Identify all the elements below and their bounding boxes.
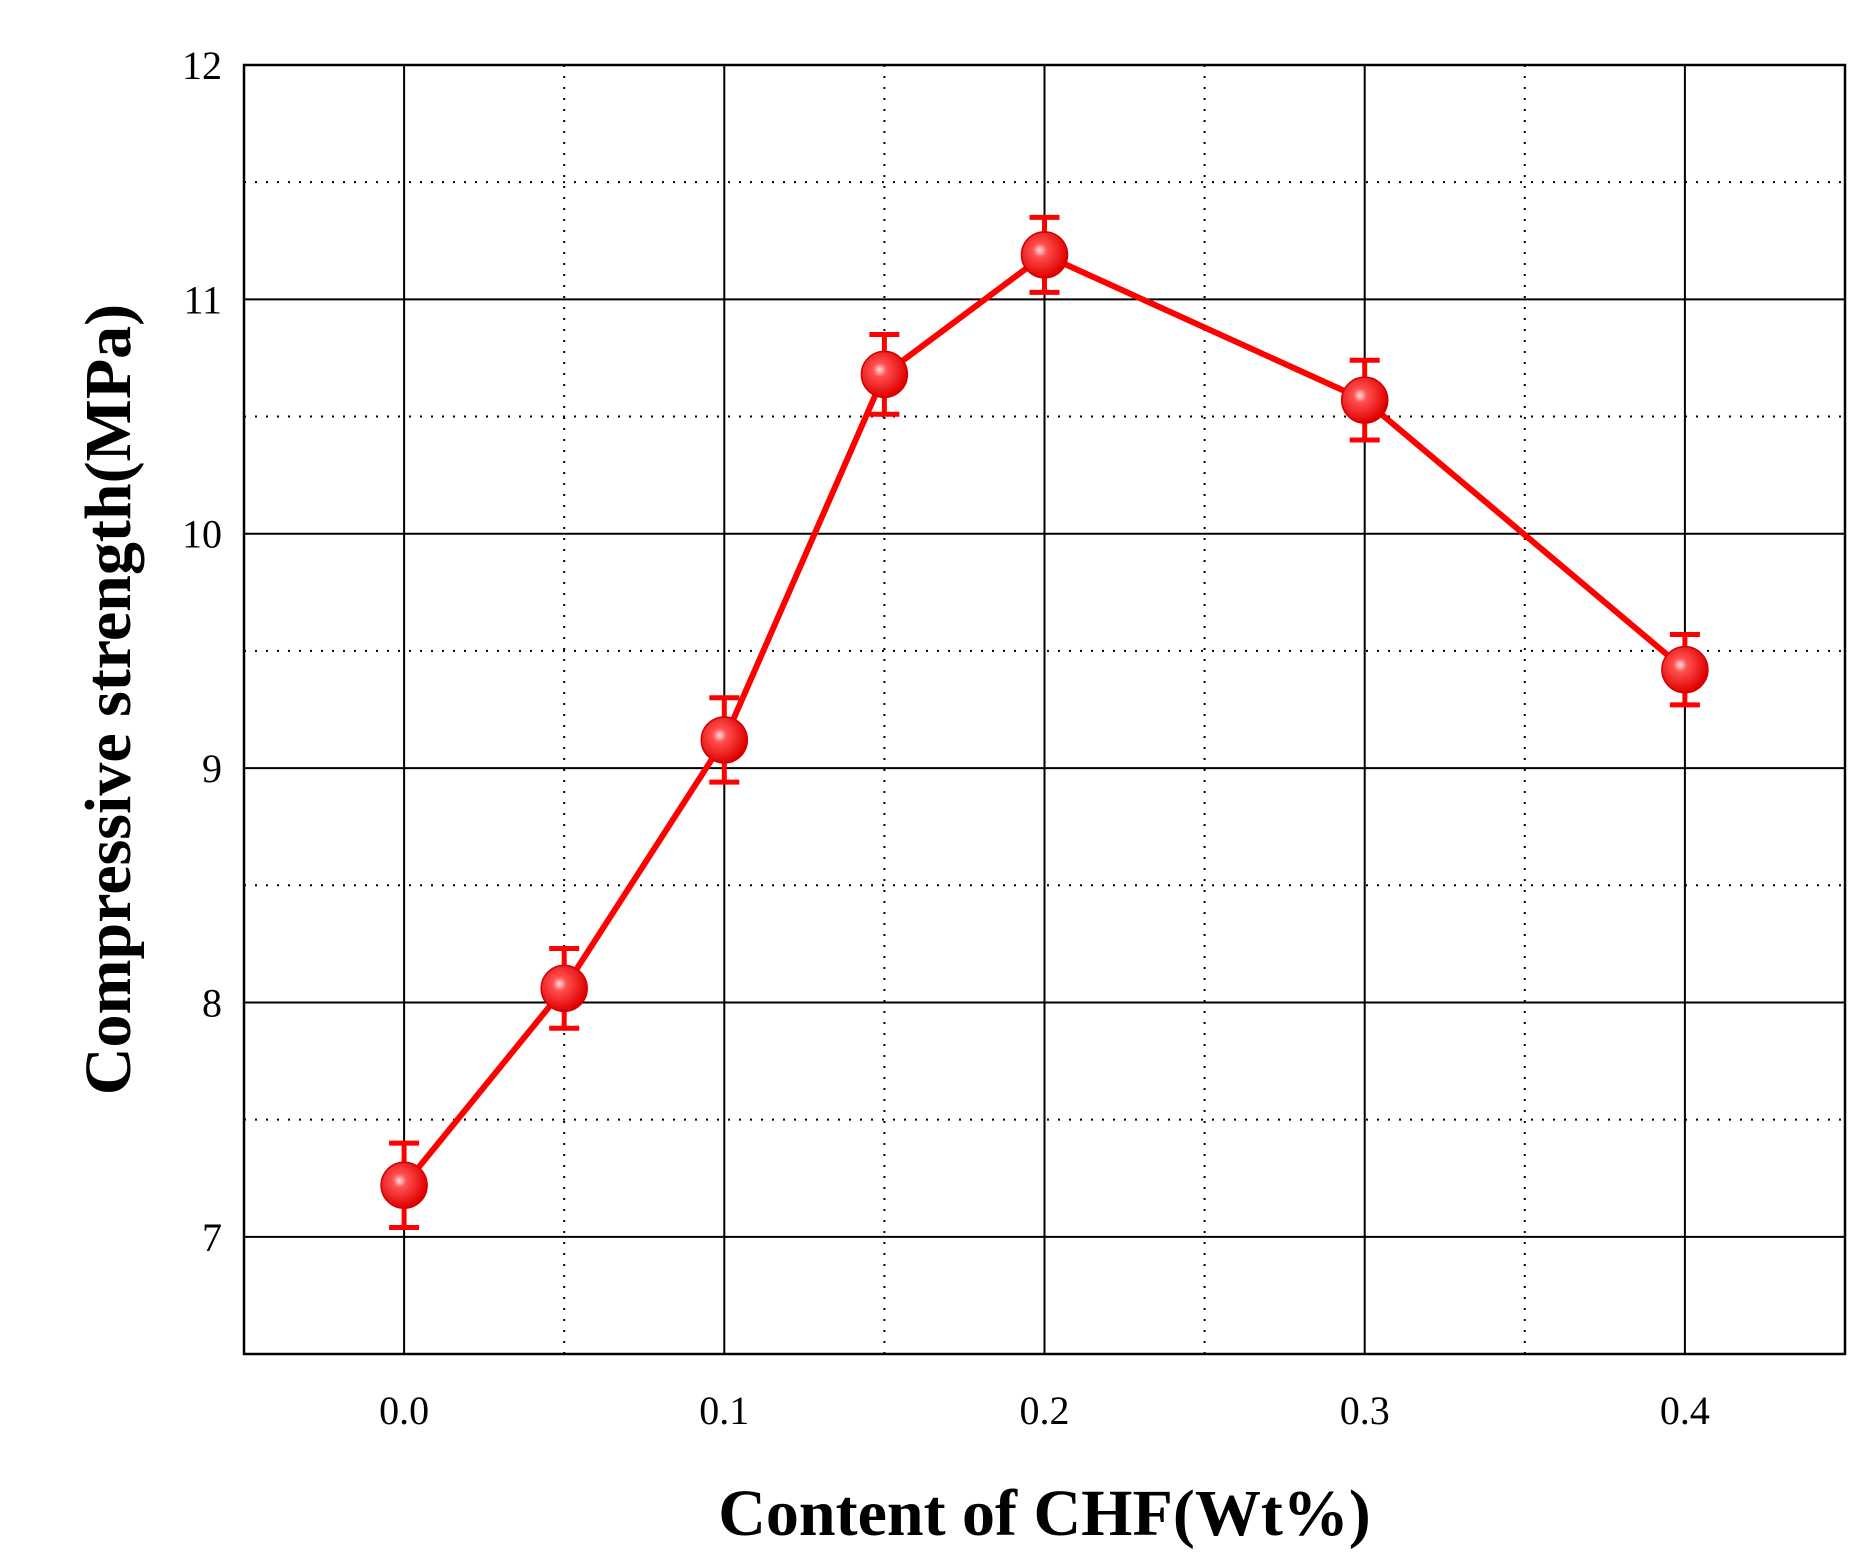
tick-labels: 0.0 0.1 0.2 0.3 0.4 7 8 9 10 11 12	[182, 43, 1710, 1433]
data-point	[380, 1161, 428, 1210]
data-point	[1661, 645, 1709, 694]
x-tick-label: 0.0	[379, 1388, 429, 1433]
x-axis-title: Content of CHF(Wt%)	[718, 1477, 1371, 1550]
y-tick-label: 8	[202, 980, 222, 1025]
x-tick-label: 0.3	[1340, 1388, 1390, 1433]
axes	[242, 63, 1847, 1356]
series-layer	[380, 214, 1709, 1230]
y-tick-label: 9	[202, 746, 222, 791]
y-tick-label: 10	[182, 512, 222, 557]
data-point	[860, 350, 909, 399]
data-point	[540, 964, 588, 1013]
y-tick-label: 11	[183, 277, 222, 322]
x-tick-label: 0.1	[699, 1388, 749, 1433]
x-tick-label: 0.2	[1020, 1388, 1070, 1433]
plot-frame	[242, 63, 1847, 1356]
data-point	[1340, 376, 1389, 424]
x-tick-label: 0.4	[1660, 1388, 1710, 1433]
y-tick-label: 7	[202, 1215, 222, 1260]
data-point	[1020, 231, 1069, 279]
data-point	[700, 716, 749, 764]
y-axis-title: Compressive strength(MPa)	[72, 304, 145, 1095]
y-tick-label: 12	[182, 43, 222, 88]
